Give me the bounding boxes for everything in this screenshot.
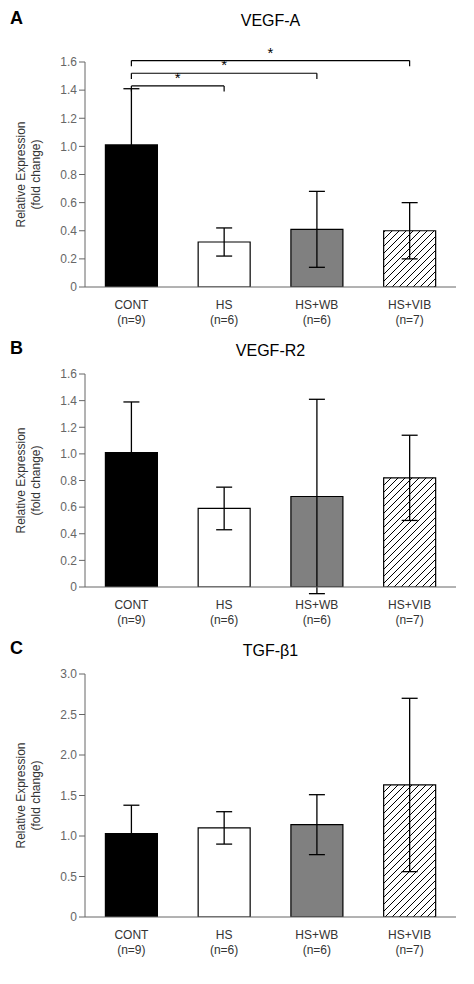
svg-text:HS+VIB(n=7): HS+VIB(n=7)	[388, 928, 431, 957]
svg-text:*: *	[175, 69, 181, 86]
html-text:C: C	[10, 638, 23, 658]
svg-text:1.0: 1.0	[60, 829, 77, 843]
svg-text:1.4: 1.4	[60, 83, 77, 97]
svg-text:0.4: 0.4	[60, 224, 77, 238]
svg-text:0.6: 0.6	[60, 500, 77, 514]
html-text:A: A	[10, 8, 23, 28]
svg-text:1.4: 1.4	[60, 394, 77, 408]
svg-text:0: 0	[70, 580, 77, 594]
svg-text:CONT(n=9): CONT(n=9)	[114, 928, 149, 957]
svg-text:0.6: 0.6	[60, 196, 77, 210]
svg-text:0.8: 0.8	[60, 168, 77, 182]
svg-text:0.2: 0.2	[60, 252, 77, 266]
svg-text:*: *	[221, 56, 227, 73]
svg-text:0.2: 0.2	[60, 554, 77, 568]
svg-text:CONT(n=9): CONT(n=9)	[114, 598, 149, 627]
svg-text:0: 0	[70, 910, 77, 924]
svg-text:1.0: 1.0	[60, 140, 77, 154]
svg-text:0.5: 0.5	[60, 870, 77, 884]
html-text:B: B	[10, 338, 23, 358]
svg-text:HS+VIB(n=7): HS+VIB(n=7)	[388, 598, 431, 627]
svg-text:0.4: 0.4	[60, 527, 77, 541]
svg-text:1.2: 1.2	[60, 421, 77, 435]
svg-text:1.6: 1.6	[60, 367, 77, 381]
svg-text:3.0: 3.0	[60, 667, 77, 681]
svg-text:HS(n=6): HS(n=6)	[210, 298, 238, 327]
svg-text:Relative Expression(fold chang: Relative Expression(fold change)	[14, 427, 43, 533]
svg-text:Relative Expression(fold chang: Relative Expression(fold change)	[14, 742, 43, 848]
html-text:TGF-β1: TGF-β1	[242, 642, 299, 659]
svg-text:HS(n=6): HS(n=6)	[210, 928, 238, 957]
svg-text:Relative Expression(fold chang: Relative Expression(fold change)	[14, 121, 43, 227]
svg-text:1.2: 1.2	[60, 112, 77, 126]
svg-text:0: 0	[70, 280, 77, 294]
svg-text:2.5: 2.5	[60, 708, 77, 722]
html-text:VEGF-A: VEGF-A	[240, 12, 301, 29]
svg-text:HS(n=6): HS(n=6)	[210, 598, 238, 627]
html-text:VEGF-R2: VEGF-R2	[235, 342, 306, 359]
svg-text:CONT(n=9): CONT(n=9)	[114, 298, 149, 327]
svg-text:1.5: 1.5	[60, 789, 77, 803]
svg-text:*: *	[268, 44, 274, 61]
svg-text:1.6: 1.6	[60, 55, 77, 69]
svg-text:1.0: 1.0	[60, 447, 77, 461]
svg-text:HS+WB(n=6): HS+WB(n=6)	[295, 598, 338, 627]
svg-text:HS+WB(n=6): HS+WB(n=6)	[295, 298, 338, 327]
svg-text:HS+WB(n=6): HS+WB(n=6)	[295, 928, 338, 957]
svg-text:HS+VIB(n=7): HS+VIB(n=7)	[388, 298, 431, 327]
svg-text:2.0: 2.0	[60, 748, 77, 762]
svg-text:0.8: 0.8	[60, 474, 77, 488]
